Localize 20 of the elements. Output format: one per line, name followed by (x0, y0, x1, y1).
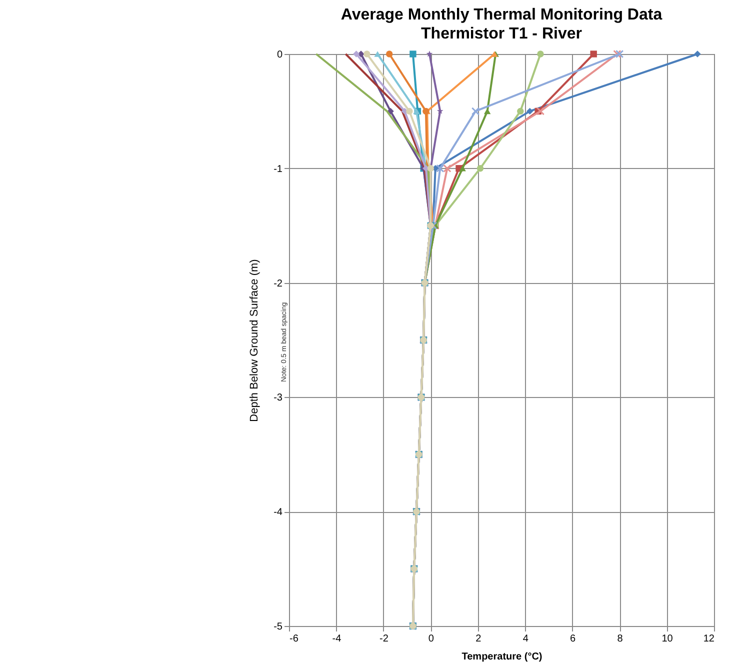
x-tick-label: -4 (332, 634, 342, 644)
x-tick-label: 0 (428, 634, 434, 644)
x-tick-label: -2 (379, 634, 389, 644)
x-tick-label: 4 (522, 634, 529, 644)
y-tick-label: -5 (274, 622, 283, 632)
chart-subtitle: Thermistor T1 - River (421, 26, 582, 43)
x-tick-label: 12 (703, 634, 715, 644)
chart-title: Average Monthly Thermal Monitoring Data (340, 6, 662, 24)
x-tick-label: 6 (570, 634, 576, 644)
y-tick-label: -3 (274, 392, 283, 404)
x-tick-label: 8 (617, 634, 624, 644)
y-tick-label: -4 (274, 507, 283, 518)
y-tick-label: -2 (274, 278, 283, 290)
x-tick-label: 10 (662, 634, 674, 644)
x-tick-label: 2 (476, 634, 482, 644)
x-tick-label: -6 (290, 634, 299, 644)
y-tick-label: 0 (276, 50, 283, 60)
y-axis-title: Depth Below Ground Surface (m) (248, 259, 261, 422)
x-axis-title: Temperature (°C) (462, 652, 542, 662)
y-tick-label: -1 (274, 164, 283, 175)
